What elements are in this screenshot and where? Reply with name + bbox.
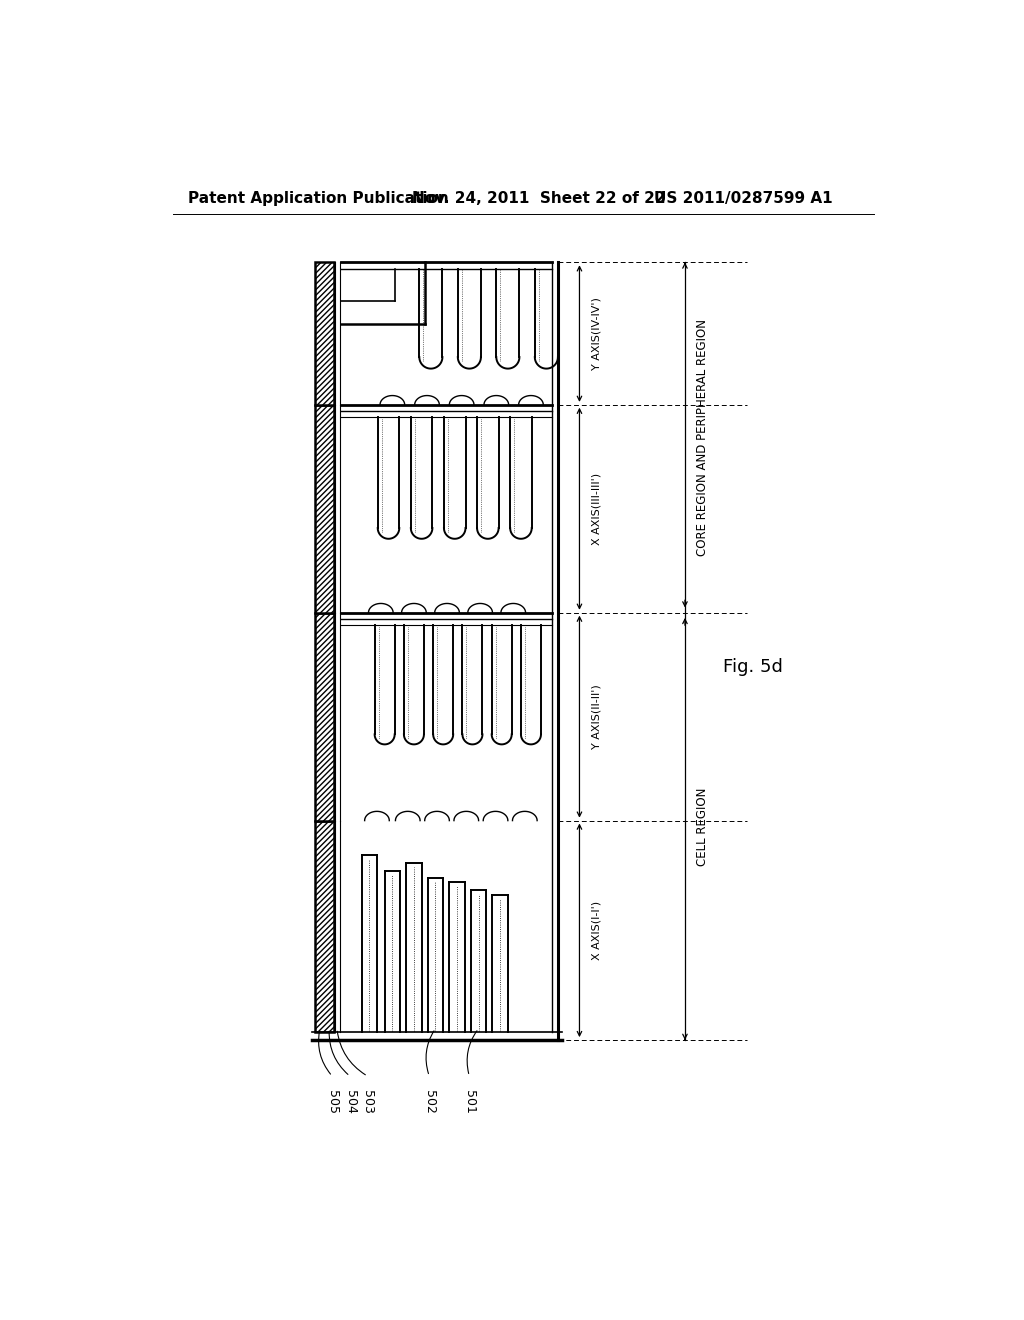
Text: Y AXIS(II-II'): Y AXIS(II-II') <box>592 684 602 748</box>
Text: Y AXIS(IV-IV'): Y AXIS(IV-IV') <box>592 297 602 370</box>
Bar <box>315 263 334 405</box>
Text: 504: 504 <box>343 1090 356 1114</box>
Text: X AXIS(III-III'): X AXIS(III-III') <box>592 473 602 545</box>
Text: Fig. 5d: Fig. 5d <box>724 657 783 676</box>
Text: X AXIS(I-I'): X AXIS(I-I') <box>592 900 602 960</box>
Text: 501: 501 <box>463 1090 476 1114</box>
Text: 505: 505 <box>326 1090 339 1114</box>
Text: US 2011/0287599 A1: US 2011/0287599 A1 <box>654 191 833 206</box>
Text: Nov. 24, 2011  Sheet 22 of 22: Nov. 24, 2011 Sheet 22 of 22 <box>412 191 666 206</box>
Bar <box>315 612 334 821</box>
Text: 502: 502 <box>423 1090 436 1114</box>
Bar <box>315 821 334 1032</box>
Text: CELL REGION: CELL REGION <box>695 787 709 866</box>
Text: CORE REGION AND PERIPHERAL REGION: CORE REGION AND PERIPHERAL REGION <box>695 319 709 556</box>
Text: 503: 503 <box>361 1090 374 1114</box>
Bar <box>315 405 334 612</box>
Text: Patent Application Publication: Patent Application Publication <box>188 191 450 206</box>
